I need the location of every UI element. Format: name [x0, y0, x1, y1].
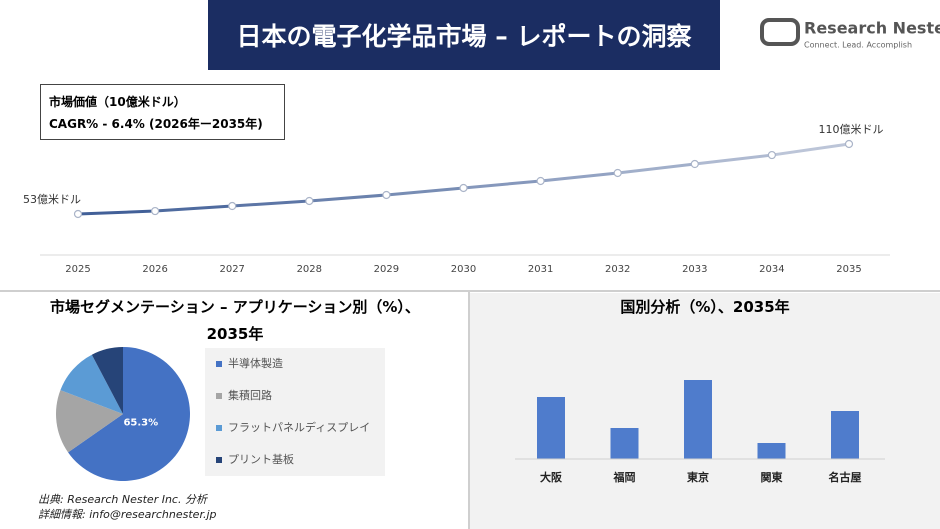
pie-slice: [68, 347, 190, 482]
legend-swatch: [216, 457, 222, 463]
line-segment: [232, 199, 310, 208]
point: [73, 209, 83, 219]
x-tick-label: 2030: [451, 264, 476, 275]
legend-label: 集積回路: [228, 388, 272, 402]
x-tick-label: 2031: [528, 264, 553, 275]
point: [536, 176, 545, 186]
logo: Research Nester Connect. Lead. Accomplis…: [760, 18, 940, 50]
x-tick-label: 2035: [836, 264, 861, 275]
x-tick-label: 名古屋: [829, 470, 862, 484]
line-segment: [540, 171, 618, 183]
legend-swatch: [216, 425, 222, 431]
bar: [684, 380, 712, 459]
data-label: 110億米ドル: [819, 123, 884, 136]
page-title: 日本の電子化学品市場 – レポートの洞察: [208, 0, 720, 70]
x-tick-label: 2028: [297, 264, 322, 275]
source: 出典: Research Nester Inc. 分析: [38, 493, 207, 506]
cagr: CAGR% - 6.4% (2026年ー2035年): [49, 117, 263, 131]
x-tick-label: 東京: [687, 470, 709, 484]
pie-title: 市場セグメンテーション – アプリケーション別（%）、2035年: [50, 298, 420, 343]
legend-swatch: [216, 361, 222, 367]
x-tick-label: 2025: [65, 264, 90, 275]
logo-tagline: Connect. Lead. Accomplish: [804, 41, 912, 50]
legend-label: 半導体製造: [228, 356, 283, 370]
bar-title: 国別分析（%）、2035年: [620, 298, 790, 316]
logo-name: Research Nester: [804, 19, 940, 38]
x-tick-label: 関東: [761, 470, 784, 484]
legend-box: [205, 348, 385, 476]
data-label: 65.3%: [123, 417, 158, 428]
x-tick-label: 2034: [759, 264, 784, 275]
point: [382, 190, 391, 200]
point: [151, 206, 160, 216]
market-value: 市場価値（10億米ドル）: [49, 95, 186, 109]
footer: 出典: Research Nester Inc. 分析 詳細情報: info@r…: [38, 492, 217, 522]
line-segment: [309, 193, 387, 203]
legend-label: フラットパネルディスプレイ: [228, 420, 370, 434]
bar: [610, 428, 639, 459]
x-tick-label: 2033: [682, 264, 707, 275]
bar: [831, 411, 859, 459]
bar: [757, 443, 786, 459]
x-tick-label: 2029: [374, 264, 399, 275]
x-tick-label: 福岡: [613, 470, 636, 484]
point: [690, 159, 699, 169]
pie-slice: [55, 390, 124, 453]
line-chart: 2025 53億米ドル 2026 2027 2028 2029 2030 2031 2032 20…: [23, 123, 884, 275]
line-segment: [617, 162, 695, 175]
point: [305, 196, 314, 206]
info-box: 市場価値（10億米ドル） CAGR% - 6.4% (2026年ー2035年): [40, 84, 285, 140]
point: [228, 201, 237, 211]
x-tick-label: 2026: [142, 264, 167, 275]
point: [459, 183, 468, 193]
data-label: 53億米ドル: [23, 193, 81, 206]
bar: [537, 397, 565, 459]
contact: 詳細情報: info@researchnester.jp: [38, 508, 217, 521]
line-segment: [77, 209, 156, 216]
pie-slice: [91, 347, 123, 414]
line-segment: [694, 153, 773, 166]
x-tick-label: 大阪: [540, 470, 563, 484]
point: [844, 139, 854, 149]
logo-icon: [760, 18, 800, 46]
bar-chart: 大阪 福岡 東京 関東 名古屋: [515, 380, 885, 484]
x-tick-label: 2032: [605, 264, 630, 275]
legend-swatch: [216, 393, 222, 399]
line-segment: [386, 186, 464, 197]
x-tick-label: 2027: [219, 264, 244, 275]
legend-label: プリント基板: [228, 452, 294, 466]
line-segment: [463, 179, 541, 190]
point: [613, 168, 622, 178]
pie-slice: [60, 354, 123, 414]
line-segment: [771, 142, 850, 157]
line-segment: [155, 204, 233, 213]
point: [767, 150, 777, 160]
